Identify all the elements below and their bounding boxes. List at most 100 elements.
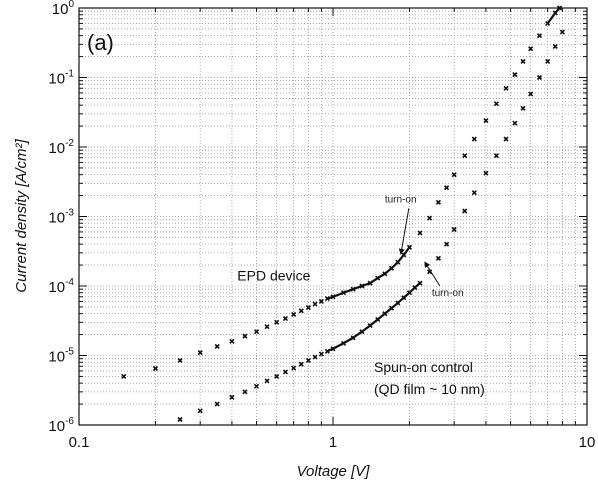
data-point: [444, 241, 450, 247]
data-point: [298, 308, 304, 314]
panel-label: (a): [87, 30, 114, 55]
y-tick-label: 10-6: [48, 416, 74, 435]
data-segment: [369, 318, 379, 327]
data-point: [121, 373, 127, 379]
data-segment: [554, 7, 561, 14]
data-segment: [403, 291, 411, 299]
data-point: [483, 118, 489, 124]
data-point: [462, 208, 468, 214]
data-point: [197, 350, 203, 356]
turn-on-1-annotation: turn-on: [385, 194, 417, 205]
plot-frame: [78, 7, 588, 426]
y-tick-exponent: -1: [65, 69, 74, 80]
data-point: [512, 120, 518, 126]
gridlines: [79, 8, 587, 425]
data-segment: [377, 312, 386, 321]
x-axis-title: Voltage [V]: [297, 463, 371, 480]
data-point: [483, 170, 489, 176]
data-point: [545, 58, 551, 65]
data-segment: [361, 282, 371, 288]
data-segment: [332, 342, 345, 350]
data-segment: [343, 288, 354, 294]
data-point: [242, 333, 248, 339]
y-tick-label: 10-2: [48, 138, 74, 157]
axis-ticks: [78, 8, 587, 426]
y-tick-exponent: -5: [65, 347, 74, 358]
data-segment: [390, 302, 399, 310]
y-tick-exponent: -3: [65, 208, 74, 219]
y-tick-base: 10: [48, 418, 65, 435]
control-label-annotation: Spun-on control: [374, 359, 473, 375]
y-tick-base: 10: [52, 1, 69, 18]
data-point: [214, 343, 220, 350]
y-tick-label: 10-4: [48, 277, 74, 296]
series-layer: [121, 5, 565, 423]
data-point: [536, 74, 543, 81]
series-0: [121, 5, 563, 379]
data-point: [291, 311, 297, 317]
data-segment: [546, 12, 557, 25]
data-segment: [390, 261, 399, 270]
data-point: [520, 58, 526, 65]
y-tick-base: 10: [48, 279, 65, 296]
data-point: [493, 153, 500, 159]
data-point: [427, 269, 433, 275]
data-point: [427, 215, 433, 221]
data-segment: [342, 336, 354, 345]
data-point: [318, 298, 324, 304]
x-tick-label: 1: [329, 434, 337, 451]
data-point: [559, 29, 565, 35]
data-point: [312, 354, 318, 360]
data-point: [451, 226, 457, 233]
control-sublabel-annotation: (QD film ~ 10 nm): [374, 381, 485, 397]
data-point: [528, 46, 534, 52]
data-segment: [327, 295, 334, 300]
data-point: [305, 357, 311, 363]
data-point: [274, 319, 280, 325]
data-point: [312, 301, 318, 307]
data-point: [274, 373, 280, 379]
y-tick-label: 10-3: [48, 208, 74, 227]
y-tick-exponent: 0: [68, 0, 74, 10]
data-point: [493, 101, 500, 107]
data-segment: [326, 347, 334, 353]
data-segment: [352, 284, 363, 291]
y-tick-base: 10: [48, 140, 65, 157]
data-segment: [384, 307, 393, 315]
data-point: [197, 408, 203, 414]
data-point: [253, 383, 260, 389]
data-point: [552, 43, 558, 49]
x-tick-labels: 0.1 1 10: [69, 434, 596, 451]
y-tick-exponent: -4: [65, 277, 74, 288]
data-point: [253, 329, 260, 335]
data-point: [512, 72, 518, 78]
data-point: [152, 365, 159, 372]
data-segment: [396, 254, 405, 263]
y-tick-base: 10: [48, 71, 65, 88]
data-point: [229, 338, 235, 344]
data-point: [417, 230, 423, 236]
data-point: [503, 136, 509, 142]
data-segment: [352, 330, 363, 339]
data-point: [435, 199, 441, 205]
epd-label-annotation: EPD device: [237, 267, 310, 283]
y-tick-exponent: -2: [65, 138, 74, 149]
data-point: [471, 190, 477, 196]
y-tick-exponent: -6: [65, 416, 74, 427]
x-tick-label: 0.1: [69, 434, 90, 451]
data-point: [503, 85, 509, 91]
data-point: [528, 91, 534, 97]
data-point: [305, 304, 311, 311]
data-point: [318, 351, 324, 357]
data-point: [177, 416, 183, 423]
data-segment: [414, 282, 421, 289]
data-point: [462, 153, 468, 159]
data-point: [291, 365, 297, 371]
data-point: [444, 185, 450, 191]
y-axis-title: Current density [A/cm²]: [13, 138, 30, 292]
x-tick-label: 10: [579, 434, 596, 451]
data-segment: [397, 296, 405, 304]
annotations-layer: EPD device Spun-on control (QD film ~ 10 n…: [237, 194, 485, 397]
data-point: [451, 172, 457, 178]
